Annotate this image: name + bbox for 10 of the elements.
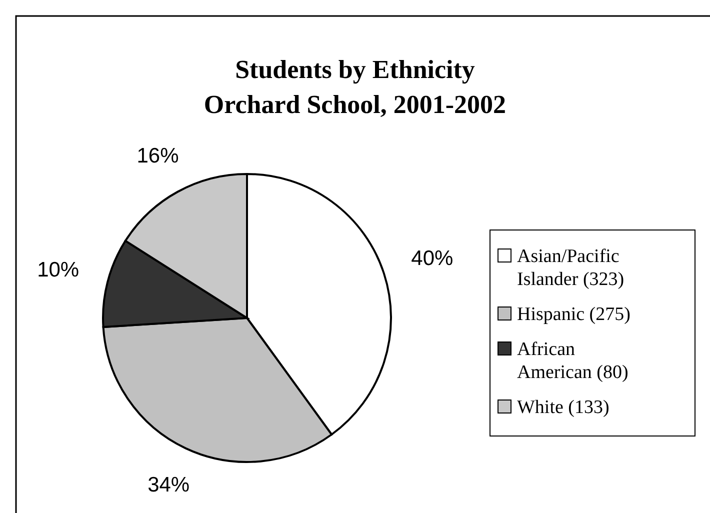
chart-subtitle: Orchard School, 2001-2002: [204, 90, 506, 119]
data-label: 16%: [136, 144, 179, 168]
chart-title: Students by Ethnicity: [235, 55, 475, 84]
data-label: 40%: [411, 246, 454, 270]
data-label: 10%: [37, 258, 80, 282]
legend-label: Asian/Pacific Islander (323): [517, 246, 624, 290]
legend-label: Hispanic (275): [517, 304, 630, 325]
data-label: 34%: [148, 474, 190, 497]
legend-label: African American (80): [517, 339, 628, 383]
legend-label: White (133): [517, 397, 610, 418]
